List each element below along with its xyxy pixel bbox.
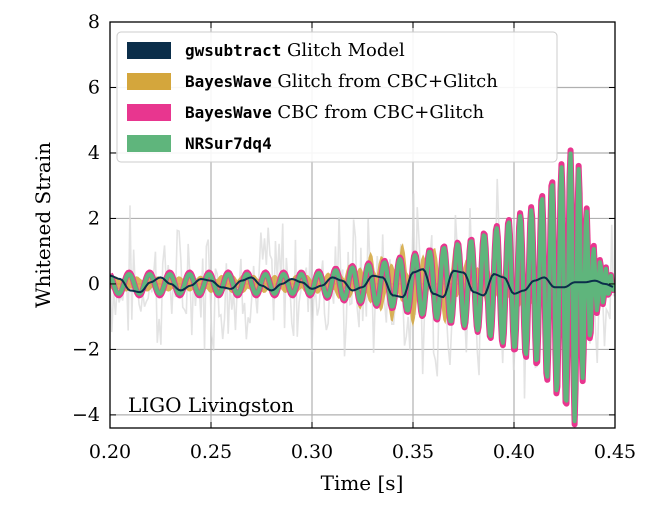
legend-item-bayeswave-cbc-swatch: [127, 104, 171, 121]
y-tick-label: 4: [88, 142, 100, 164]
x-tick-label: 0.30: [291, 441, 333, 463]
legend-item-bayeswave-glitch-swatch: [127, 73, 171, 90]
y-tick-label: 2: [88, 207, 100, 229]
y-tick-label: 6: [88, 76, 100, 98]
x-tick-label: 0.40: [493, 441, 535, 463]
x-tick-label: 0.25: [190, 441, 232, 463]
legend-box: [116, 31, 558, 163]
x-tick-label: 0.45: [594, 441, 636, 463]
legend-item-bayeswave-cbc-label: BayesWave CBC from CBC+Glitch: [185, 102, 485, 123]
y-tick-label: 8: [88, 11, 100, 33]
legend-item-nrsur-swatch: [127, 135, 171, 152]
gwsubtract-line: [110, 268, 614, 299]
x-axis-label: Time [s]: [321, 471, 404, 495]
legend: gwsubtract Glitch Model BayesWave Glitch …: [116, 31, 558, 163]
legend-item-gwsubtract-label: gwsubtract Glitch Model: [185, 40, 405, 61]
nrsur-line: [110, 151, 615, 424]
legend-item-gwsubtract-swatch: [127, 42, 171, 59]
x-tick-label: 0.35: [392, 441, 434, 463]
x-tick-label: 0.20: [89, 441, 131, 463]
y-tick-label: −4: [72, 404, 100, 426]
plot-frame: [109, 21, 616, 429]
axis-ticks: 0.20 0.25 0.30 0.35 0.40 0.45 −4 −2 0 2 4 6 8: [72, 11, 636, 463]
y-tick-label: −2: [72, 338, 100, 360]
y-tick-label: 0: [88, 273, 100, 295]
y-axis-label: Whitened Strain: [31, 142, 55, 308]
legend-item-nrsur-label: NRSur7dq4: [185, 134, 272, 153]
detector-annotation: LIGO Livingston: [128, 393, 294, 417]
plot-area: [110, 147, 615, 428]
legend-item-bayeswave-glitch-label: BayesWave Glitch from CBC+Glitch: [185, 71, 498, 92]
